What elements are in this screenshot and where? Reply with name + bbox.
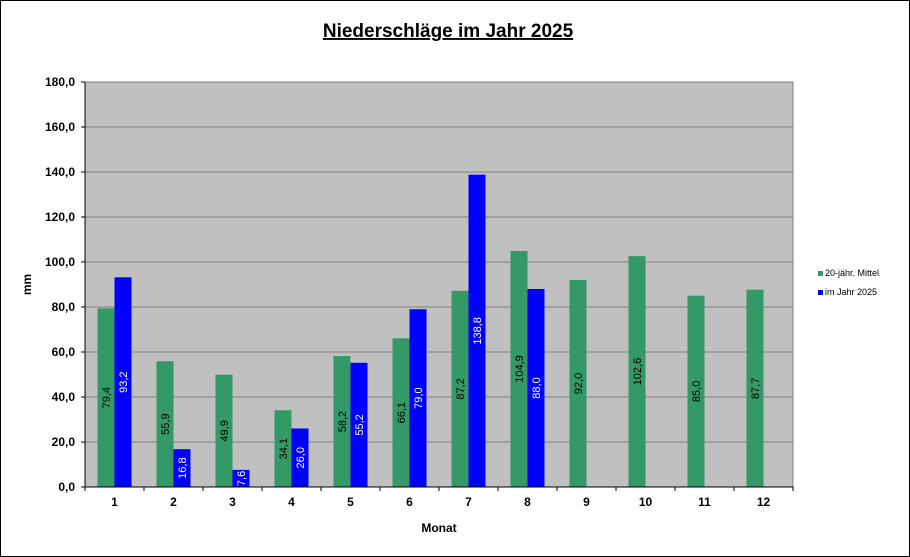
x-tick-label: 12 [757,495,771,509]
data-labels: 79,4 55,9 49,9 34,1 58,2 66,1 87,2 104,9 92,0 102… [101,317,762,486]
y-tick-labels: 0,0 20,0 40,0 60,0 80,0 100,0 120,0 140,0 160,0 1… [45,75,75,494]
bar-series-2 [409,309,427,487]
bar-series-2 [291,428,309,487]
bars [97,174,764,487]
bar-series-2 [114,277,132,487]
x-tick-label: 4 [288,495,295,509]
x-tick-label: 1 [111,495,118,509]
y-tick-label: 140,0 [45,165,75,179]
data-label: 79,4 [101,387,113,408]
data-label: 58,2 [337,411,349,432]
y-tick-label: 40,0 [52,390,76,404]
x-tick-label: 2 [170,495,177,509]
x-axis-label: Monat [421,521,456,535]
bar-series-1 [451,290,469,487]
gridlines [85,81,793,443]
axes [81,81,794,491]
x-tick-label: 5 [347,495,354,509]
bar-series-1 [274,410,292,487]
data-label: 88,0 [531,377,543,398]
bar-series-1 [215,374,233,487]
x-tick-label: 3 [229,495,236,509]
y-tick-label: 120,0 [45,210,75,224]
bar-series-1 [569,280,587,487]
bar-series-2 [527,289,545,487]
plot-area [84,81,794,488]
data-label: 16,8 [177,457,189,478]
chart-title: Niederschläge im Jahr 2025 [323,21,574,42]
bar-series-1 [156,361,174,487]
y-tick-label: 180,0 [45,75,75,89]
y-axis-label: mm [20,274,34,295]
y-tick-label: 80,0 [52,300,76,314]
bar-series-1 [392,338,410,487]
x-tick-label: 11 [698,495,711,509]
data-label: 55,2 [354,414,366,435]
y-tick-label: 20,0 [52,435,76,449]
data-label: 7,6 [236,471,248,486]
bar-series-1 [510,250,528,487]
bar-series-1 [333,356,351,487]
y-tick-label: 0,0 [58,480,75,494]
bar-series-1 [687,295,705,487]
data-label: 34,1 [278,438,290,459]
bar-series-2 [468,174,486,487]
data-label: 85,0 [691,381,703,402]
data-label: 55,9 [160,413,172,434]
y-tick-label: 160,0 [45,120,75,134]
x-tick-label: 9 [583,495,590,509]
data-label: 87,7 [750,378,762,399]
data-label: 66,1 [396,402,408,423]
legend-entry: 20-jähr. Mittel [825,268,879,278]
data-label: 49,9 [219,420,231,441]
x-tick-labels: 1 2 3 4 5 6 7 8 9 10 11 12 [111,495,770,509]
x-tick-label: 6 [406,495,413,509]
legend-swatch [818,271,823,276]
bar-series-2 [350,362,368,487]
x-tick-label: 10 [639,495,653,509]
legend: 20-jähr. Mittel im Jahr 2025 [818,268,879,297]
data-label: 104,9 [514,355,526,383]
bar-series-1 [628,256,646,487]
bar-series-1 [746,289,764,487]
data-label: 79,0 [413,387,425,408]
y-tick-label: 60,0 [52,345,76,359]
bar-series-1 [97,308,115,487]
legend-entry: im Jahr 2025 [825,287,877,297]
x-tick-label: 8 [524,495,531,509]
y-tick-label: 100,0 [45,255,75,269]
bar-series-2 [173,449,191,487]
data-label: 87,2 [455,378,467,399]
data-label: 26,0 [295,447,307,468]
data-label: 102,6 [632,358,644,386]
data-label: 92,0 [573,373,585,394]
x-tick-label: 7 [465,495,472,509]
data-label: 93,2 [118,371,130,392]
data-label: 138,8 [472,317,484,345]
bar-series-2 [232,469,250,487]
legend-swatch [818,290,823,295]
